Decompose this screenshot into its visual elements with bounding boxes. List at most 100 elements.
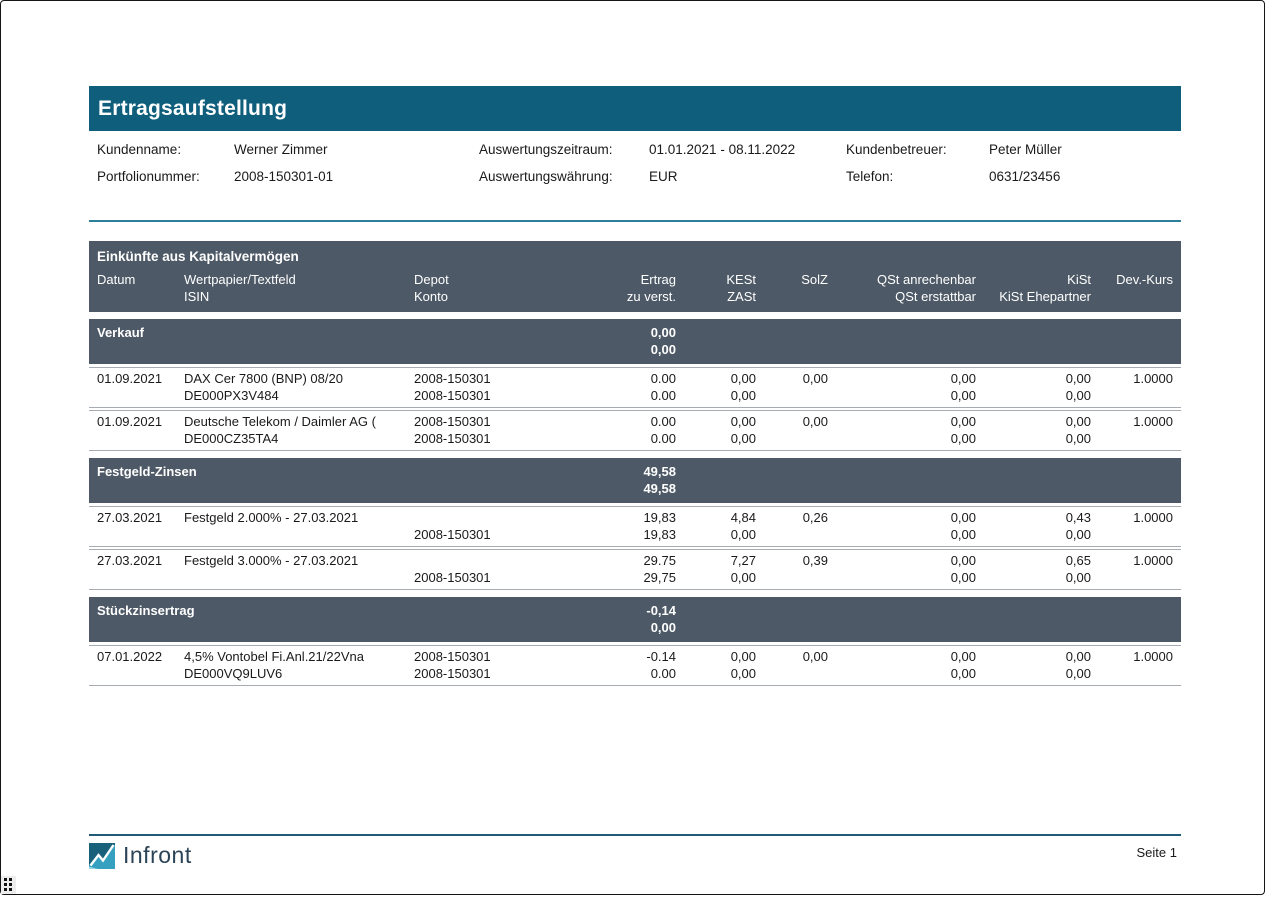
row-cell-qst-line: 0,00 xyxy=(950,527,976,542)
row-cell-depot-line: 2008-150301 xyxy=(414,570,491,585)
row-cell-depot: 2008-150301 2008-150301 xyxy=(414,370,556,404)
row-cell-dev-line xyxy=(1091,387,1173,404)
advisor-value: Peter Müller xyxy=(989,142,1062,157)
row-cell-wp-line: 4,5% Vontobel Fi.Anl.21/22Vna xyxy=(184,649,364,664)
row-cell-wp: Deutsche Telekom / Daimler AG (DE000CZ35… xyxy=(184,413,414,447)
row-cell-datum-line xyxy=(97,569,184,586)
row-cell-solz-line: 0,00 xyxy=(802,371,828,386)
row-cell-kist-line: 0,00 xyxy=(1065,527,1091,542)
row-cell-datum: 01.09.2021 xyxy=(89,413,184,447)
portfolio-number-value: 2008-150301-01 xyxy=(234,169,334,184)
table-row: 27.03.2021 Festgeld 2.000% - 27.03.2021 20… xyxy=(89,506,1181,547)
row-cell-kist-line: 0,00 xyxy=(1065,649,1091,664)
infront-logo: Infront xyxy=(89,842,192,869)
row-cell-depot-line: 2008-150301 xyxy=(414,666,491,681)
column-header-kist: KiSt KiSt Ehepartner xyxy=(976,271,1091,305)
row-cell-qst-line: 0,00 xyxy=(950,570,976,585)
row-cell-qst: 0,00 0,00 xyxy=(828,552,976,586)
row-cell-solz-line: 0,00 xyxy=(802,649,828,664)
row-cell-kest-line: 0,00 xyxy=(730,371,756,386)
row-cell-qst-line: 0,00 xyxy=(950,510,976,525)
row-cell-datum: 01.09.2021 xyxy=(89,370,184,404)
row-cell-kist-line: 0,43 xyxy=(1065,510,1091,525)
footer-divider xyxy=(89,834,1181,836)
row-cell-kest-line: 0,00 xyxy=(730,570,756,585)
row-cell-datum: 27.03.2021 xyxy=(89,509,184,543)
row-cell-ertrag-line: 19,83 xyxy=(643,527,676,542)
row-cell-dev: 1.0000 xyxy=(1091,509,1181,543)
row-cell-dev: 1.0000 xyxy=(1091,370,1181,404)
column-header-ertrag: Ertrag zu verst. xyxy=(556,271,676,305)
row-cell-datum-line xyxy=(97,526,184,543)
row-cell-solz-line: 0,39 xyxy=(802,553,828,568)
row-cell-ertrag: 0.00 0.00 xyxy=(556,413,676,447)
row-cell-solz-line xyxy=(756,665,828,682)
column-header-ertrag-line: Ertrag xyxy=(640,272,676,287)
row-cell-dev-line xyxy=(1091,430,1173,447)
portfolio-number-label: Portfolionummer: xyxy=(97,169,200,184)
row-cell-qst: 0,00 0,00 xyxy=(828,509,976,543)
row-cell-kest-line: 0,00 xyxy=(730,527,756,542)
grip-icon[interactable] xyxy=(1,876,16,894)
row-cell-kist: 0,00 0,00 xyxy=(976,413,1091,447)
row-cell-datum-line: 27.03.2021 xyxy=(97,553,163,568)
section-totals: -0,14 0,00 xyxy=(556,602,676,636)
row-cell-qst: 0,00 0,00 xyxy=(828,370,976,404)
column-header-dev: Dev.-Kurs xyxy=(1091,271,1181,305)
row-cell-depot-line: 2008-150301 xyxy=(414,649,491,664)
row-cell-kest: 0,00 0,00 xyxy=(676,648,756,682)
row-cell-solz-line xyxy=(756,430,828,447)
section-name: Stückzinsertrag xyxy=(97,603,195,618)
row-cell-depot-line: 2008-150301 xyxy=(414,371,491,386)
row-cell-ertrag-line: 19,83 xyxy=(643,510,676,525)
column-header-kest-line: KESt xyxy=(726,272,756,287)
row-cell-datum-line: 01.09.2021 xyxy=(97,414,163,429)
column-header-depot-line: Depot xyxy=(414,272,449,287)
row-cell-solz-line xyxy=(756,526,828,543)
row-cell-dev-line: 1.0000 xyxy=(1133,371,1173,386)
column-header-kest-line: ZASt xyxy=(727,289,756,304)
row-cell-kist-line: 0,65 xyxy=(1065,553,1091,568)
row-cell-dev-line: 1.0000 xyxy=(1133,510,1173,525)
section-totals: 0,00 0,00 xyxy=(556,324,676,358)
row-cell-dev-line xyxy=(1091,526,1173,543)
row-cell-ertrag-line: 0.00 xyxy=(650,414,676,429)
row-cell-wp: DAX Cer 7800 (BNP) 08/20 DE000PX3V484 xyxy=(184,370,414,404)
row-cell-depot-line: 2008-150301 xyxy=(414,431,491,446)
row-cell-dev: 1.0000 xyxy=(1091,552,1181,586)
column-header-qst: QSt anrechenbar QSt erstattbar xyxy=(828,271,976,305)
section-totals-line: 49,58 xyxy=(643,464,676,479)
section-name: Festgeld-Zinsen xyxy=(97,464,197,479)
row-cell-datum-line: 01.09.2021 xyxy=(97,371,163,386)
column-header-ertrag-line: zu verst. xyxy=(626,289,676,304)
section-totals-line: -0,14 xyxy=(646,603,676,618)
column-header-dev-line xyxy=(1091,288,1173,305)
row-cell-datum: 27.03.2021 xyxy=(89,552,184,586)
row-cell-dev-line: 1.0000 xyxy=(1133,649,1173,664)
row-cell-depot-line: 2008-150301 xyxy=(414,388,491,403)
row-cell-kest: 7,27 0,00 xyxy=(676,552,756,586)
row-cell-depot-line xyxy=(414,509,556,526)
column-header-dev-line: Dev.-Kurs xyxy=(1116,272,1173,287)
row-cell-solz-line xyxy=(756,387,828,404)
column-header-solz: SolZ xyxy=(756,271,828,305)
row-cell-depot: 2008-150301 xyxy=(414,509,556,543)
row-cell-qst-line: 0,00 xyxy=(950,649,976,664)
row-cell-kest-line: 4,84 xyxy=(730,510,756,525)
row-cell-kest-line: 7,27 xyxy=(730,553,756,568)
row-cell-depot-line: 2008-150301 xyxy=(414,527,491,542)
column-header-datum: Datum xyxy=(89,271,184,305)
row-cell-kest: 0,00 0,00 xyxy=(676,370,756,404)
column-header-wp-line: ISIN xyxy=(184,289,210,304)
table-row: 27.03.2021 Festgeld 3.000% - 27.03.2021 20… xyxy=(89,549,1181,590)
brand-wordmark: Infront xyxy=(123,842,192,868)
row-cell-wp-line xyxy=(184,569,414,586)
section-name: Verkauf xyxy=(97,325,144,340)
section: Festgeld-Zinsen 49,58 49,58 27.03.2021 Festg… xyxy=(89,458,1181,590)
row-cell-wp-line: DE000VQ9LUV6 xyxy=(184,666,283,681)
row-cell-ertrag: 0.00 0.00 xyxy=(556,370,676,404)
column-header-solz-line: SolZ xyxy=(801,272,828,287)
column-headers: Datum Wertpapier/Textfeld ISIN Depot Konto Er… xyxy=(89,271,1181,305)
column-header-kist-line: KiSt Ehepartner xyxy=(999,289,1091,304)
table-header: Einkünfte aus Kapitalvermögen Datum Wertp… xyxy=(89,241,1181,312)
